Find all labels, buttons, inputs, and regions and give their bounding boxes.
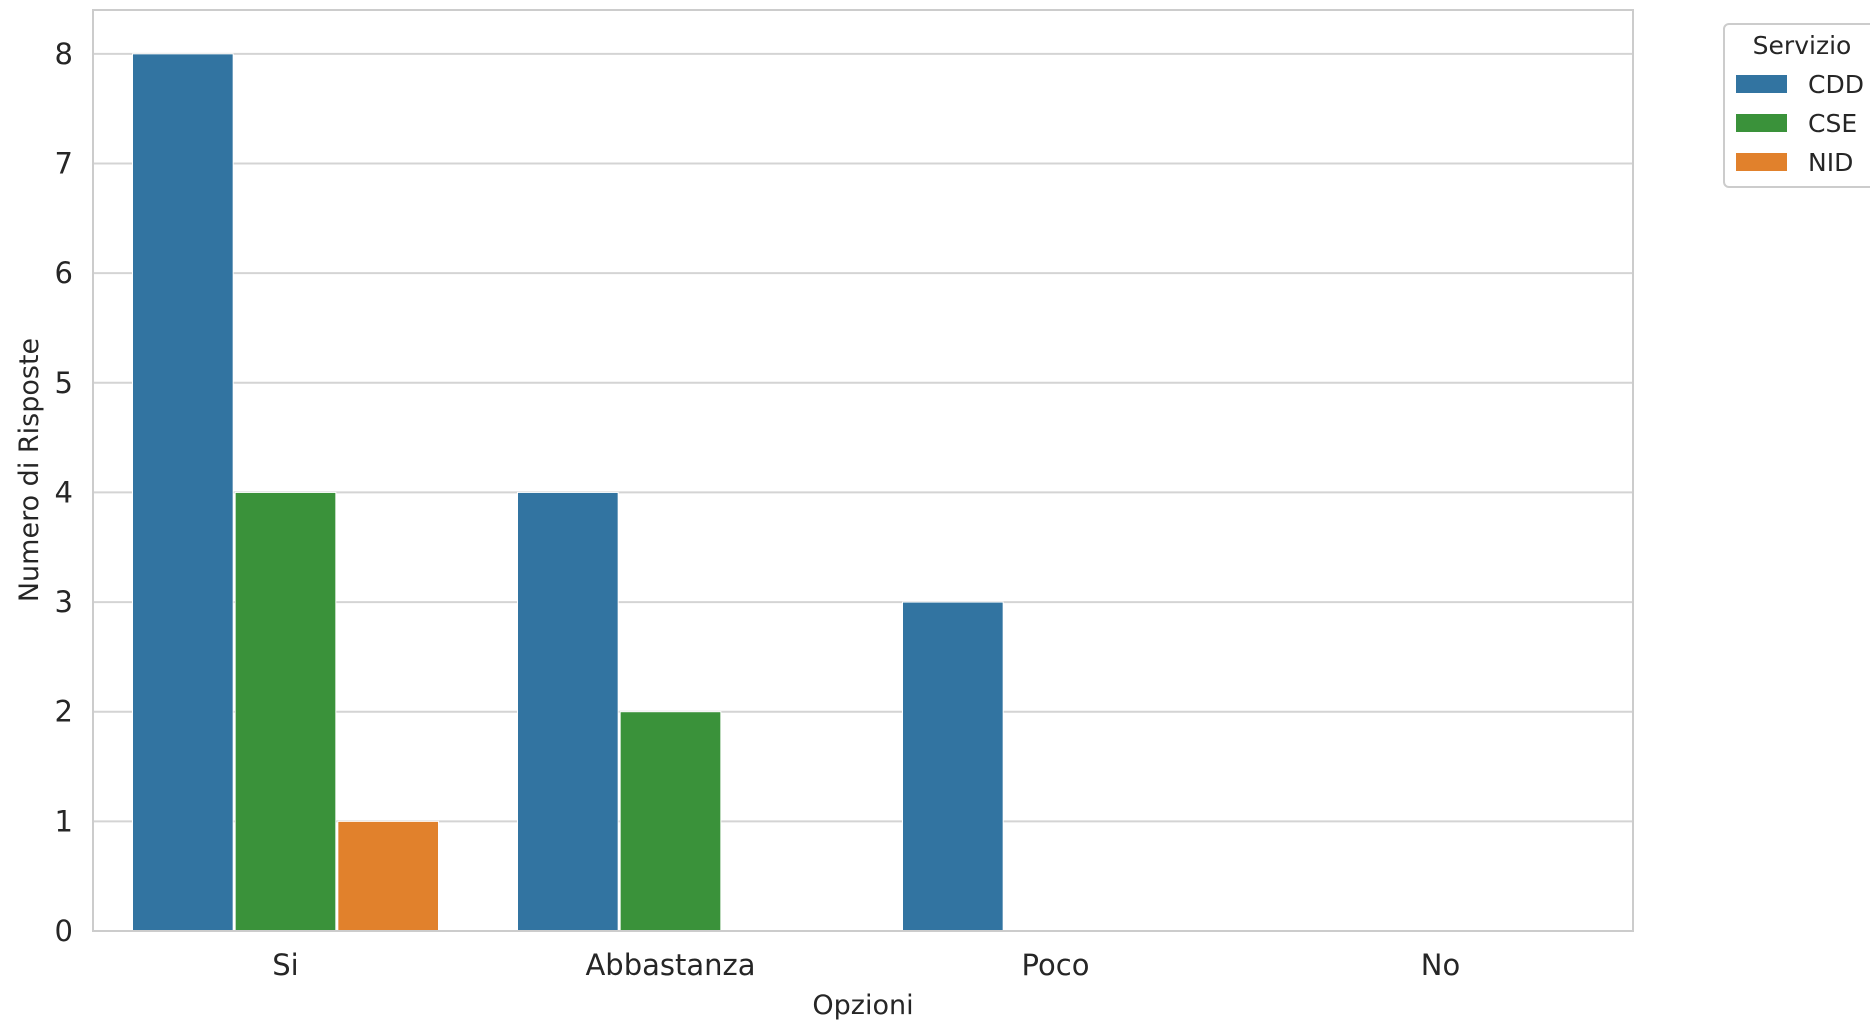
y-tick-label: 8 bbox=[55, 37, 73, 71]
y-tick-label: 7 bbox=[55, 147, 73, 181]
bar-cdd-si bbox=[132, 53, 234, 932]
legend-label: NID bbox=[1808, 148, 1853, 177]
legend-label: CSE bbox=[1808, 109, 1857, 138]
x-tick-labels: Si Abbastanza Poco No bbox=[272, 948, 1460, 982]
legend-title: Servizio bbox=[1753, 31, 1852, 60]
legend-item-cdd: CDD bbox=[1736, 70, 1864, 99]
y-tick-label: 6 bbox=[55, 256, 73, 290]
legend-frame bbox=[1723, 23, 1870, 188]
y-tick-label: 5 bbox=[55, 366, 73, 400]
bar-cdd-poco bbox=[902, 601, 1004, 932]
legend-item-nid: NID bbox=[1736, 148, 1853, 177]
bars bbox=[132, 53, 1004, 932]
legend-item-cse: CSE bbox=[1736, 109, 1857, 138]
x-axis-label: Opzioni bbox=[812, 990, 913, 1020]
bar-cdd-abbastanza bbox=[517, 491, 619, 932]
x-tick-label: Poco bbox=[1022, 948, 1090, 982]
bar-nid-si bbox=[337, 820, 440, 932]
y-axis-label: Numero di Risposte bbox=[14, 338, 45, 602]
y-tick-labels: 0 1 2 3 4 5 6 7 8 bbox=[55, 37, 73, 948]
x-tick-label: Si bbox=[272, 948, 298, 982]
x-tick-label: Abbastanza bbox=[585, 948, 755, 982]
x-tick-label: No bbox=[1421, 948, 1460, 982]
bar-cse-abbastanza bbox=[619, 711, 722, 932]
legend-swatch bbox=[1736, 75, 1787, 93]
y-tick-label: 3 bbox=[55, 585, 73, 619]
bar-cse-si bbox=[234, 491, 337, 932]
legend-label: CDD bbox=[1808, 70, 1864, 99]
y-tick-label: 2 bbox=[55, 695, 73, 729]
y-tick-label: 1 bbox=[55, 804, 73, 838]
legend-items: CDD CSE NID bbox=[1736, 70, 1864, 177]
legend-swatch bbox=[1736, 153, 1787, 171]
y-tick-label: 0 bbox=[55, 914, 73, 948]
legend-swatch bbox=[1736, 114, 1787, 132]
plot-frame bbox=[92, 9, 1634, 932]
y-tick-label: 4 bbox=[55, 475, 73, 509]
legend: Servizio CDD CSE NID bbox=[1723, 23, 1870, 188]
